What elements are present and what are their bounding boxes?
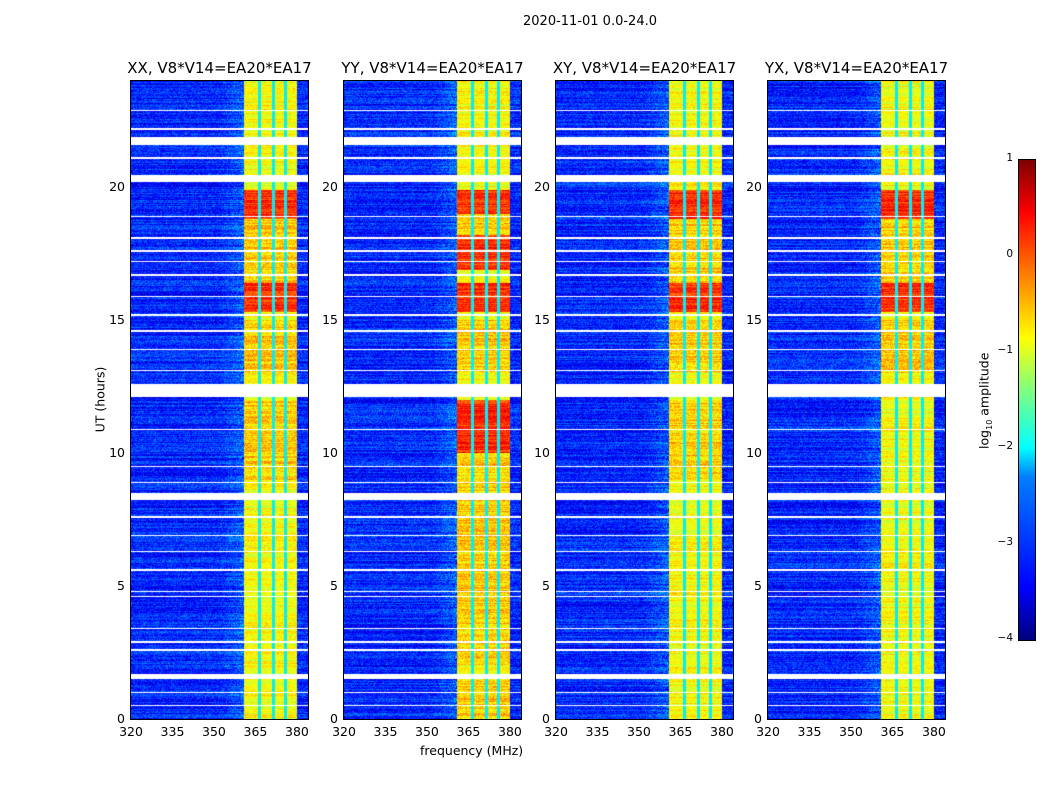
x-tick-label: 365 (668, 724, 693, 739)
y-axis-label: UT (hours) (92, 366, 108, 433)
y-tick-label: 20 (746, 179, 762, 195)
x-tick-label: 335 (585, 724, 610, 739)
heatmap-panel-3 (555, 80, 734, 720)
colorbar-label: log10 amplitude (976, 352, 994, 449)
panel-title: YY, V8*V14=EA20*EA17 (341, 59, 524, 77)
colorbar-tick-label: 1 (1006, 152, 1013, 164)
colorbar-tick-label: −1 (997, 344, 1013, 356)
figure-title: 2020-11-01 0.0-24.0 (523, 14, 657, 29)
heatmap-panel-1 (130, 80, 309, 720)
heatmap-panel-4 (767, 80, 946, 720)
y-tick-label: 0 (330, 711, 338, 726)
colorbar-tick-label: −4 (997, 632, 1013, 644)
y-tick-label: 20 (322, 179, 338, 195)
y-tick-label: 15 (534, 312, 550, 328)
x-tick-label: 320 (119, 724, 143, 739)
y-tick-label: 15 (109, 312, 125, 328)
x-tick-label: 365 (243, 724, 268, 739)
x-tick-label: 350 (415, 724, 439, 739)
heatmap-panel-2 (343, 80, 522, 720)
colorbar (1018, 159, 1036, 641)
y-tick-label: 10 (322, 445, 338, 461)
x-tick-label: 350 (627, 724, 651, 739)
x-tick-label: 380 (498, 724, 522, 739)
y-tick-label: 15 (322, 312, 338, 328)
x-tick-label: 350 (839, 724, 863, 739)
panel-title: XY, V8*V14=EA20*EA17 (552, 59, 737, 77)
y-tick-label: 10 (534, 445, 550, 461)
y-tick-label: 20 (109, 179, 125, 195)
x-tick-label: 320 (332, 724, 356, 739)
y-tick-label: 10 (746, 445, 762, 461)
colorbar-tick-label: −3 (997, 536, 1013, 548)
colorbar-tick-label: 0 (1006, 248, 1013, 260)
x-tick-label: 380 (710, 724, 734, 739)
x-tick-label: 380 (285, 724, 309, 739)
y-tick-label: 0 (542, 711, 550, 726)
x-axis-label: frequency (MHz) (420, 743, 524, 758)
x-tick-label: 335 (797, 724, 822, 739)
y-tick-label: 0 (117, 711, 125, 726)
x-tick-label: 365 (880, 724, 905, 739)
x-tick-label: 350 (202, 724, 226, 739)
x-tick-label: 365 (456, 724, 481, 739)
y-tick-label: 5 (117, 578, 125, 594)
panel-title: XX, V8*V14=EA20*EA17 (127, 59, 312, 77)
y-tick-label: 5 (542, 578, 550, 594)
colorbar-tick-label: −2 (997, 440, 1013, 452)
x-tick-label: 320 (756, 724, 780, 739)
y-tick-label: 0 (754, 711, 762, 726)
x-tick-label: 335 (160, 724, 185, 739)
y-tick-label: 5 (330, 578, 338, 594)
x-tick-label: 380 (922, 724, 946, 739)
x-tick-label: 335 (373, 724, 398, 739)
y-tick-label: 10 (109, 445, 125, 461)
y-tick-label: 15 (746, 312, 762, 328)
x-tick-label: 320 (544, 724, 568, 739)
panel-title: YX, V8*V14=EA20*EA17 (764, 59, 949, 77)
y-tick-label: 20 (534, 179, 550, 195)
y-tick-label: 5 (754, 578, 762, 594)
